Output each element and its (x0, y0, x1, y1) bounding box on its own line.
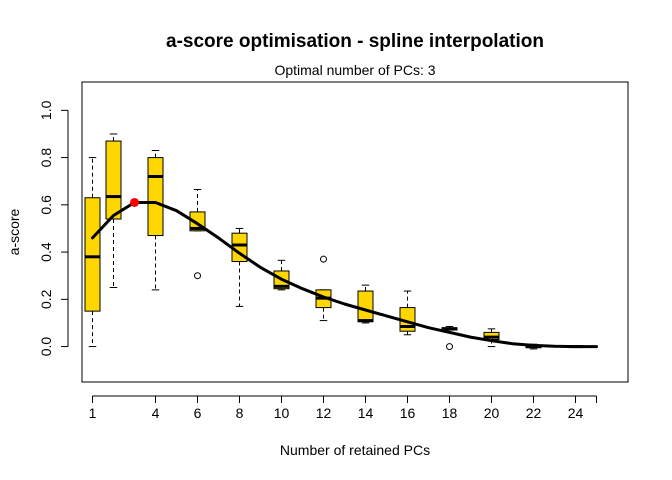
outlier-point (446, 343, 453, 351)
x-tick-label: 1 (89, 405, 97, 421)
box (357, 290, 374, 323)
outlier-point (320, 255, 327, 263)
y-tick-label: 0.2 (38, 289, 54, 309)
x-tick-label: 16 (400, 405, 416, 421)
x-tick-label: 6 (194, 405, 202, 421)
boxplot-8 (231, 227, 248, 307)
spline-layer (91, 197, 598, 349)
y-tick-label: 0.6 (38, 195, 54, 215)
boxplot-16 (399, 290, 416, 336)
y-tick-label: 0.8 (38, 148, 54, 168)
x-tick-label: 12 (316, 405, 332, 421)
box (105, 140, 122, 220)
boxplot-6 (189, 188, 206, 280)
boxplot-12 (315, 255, 332, 322)
boxplot-2 (105, 133, 122, 289)
x-tick-label: 24 (568, 405, 584, 421)
y-tick-label: 0.0 (38, 337, 54, 357)
chart-title: a-score optimisation - spline interpolat… (166, 31, 544, 52)
x-tick-label: 10 (274, 405, 290, 421)
x-tick-label: 14 (358, 405, 374, 421)
optimum-point (130, 197, 139, 207)
box (84, 197, 101, 312)
spline-curve (91, 201, 598, 349)
plot-area-frame (81, 81, 629, 383)
x-tick-label: 4 (152, 405, 160, 421)
boxplots (84, 133, 584, 351)
y-tick-label: 0.4 (38, 242, 54, 262)
boxplot-1 (84, 157, 101, 348)
x-tick-label: 20 (484, 405, 500, 421)
x-tick-label: 18 (442, 405, 458, 421)
chart-subtitle: Optimal number of PCs: 3 (274, 62, 435, 78)
axes: 1 4 6 8 10 12 14 16 18 20 22 240.00.20.40.60.81.0 (38, 100, 597, 421)
boxplot-14 (357, 284, 374, 324)
box (147, 157, 164, 237)
x-tick-label: 8 (236, 405, 244, 421)
x-axis-label: Number of retained PCs (280, 442, 430, 458)
y-axis-label: a-score (6, 208, 22, 255)
y-tick-label: 1.0 (38, 100, 54, 120)
boxplot-20 (483, 328, 500, 348)
boxplot-18 (441, 325, 458, 351)
outlier-point (194, 272, 201, 280)
x-tick-label: 22 (526, 405, 542, 421)
boxplot-4 (147, 150, 164, 291)
